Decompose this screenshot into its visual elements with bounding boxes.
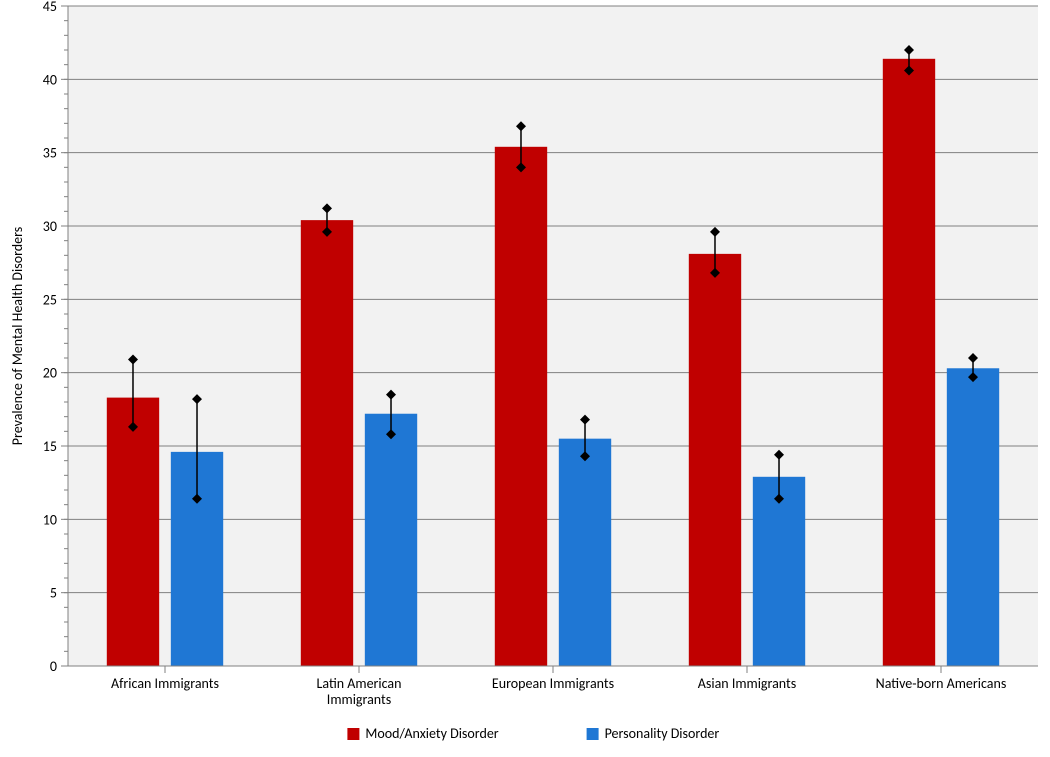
x-tick-label: Latin American xyxy=(317,675,402,692)
y-tick-label: 15 xyxy=(43,438,57,455)
y-tick-label: 5 xyxy=(50,585,57,602)
bar xyxy=(559,439,611,666)
bar xyxy=(301,220,353,666)
x-tick-label: European Immigrants xyxy=(492,675,614,692)
legend-swatch xyxy=(347,728,359,740)
y-tick-label: 35 xyxy=(43,145,57,162)
bar xyxy=(365,414,417,666)
bar xyxy=(753,477,805,666)
y-tick-label: 20 xyxy=(43,365,57,382)
x-tick-label: Native-born Americans xyxy=(876,675,1007,692)
y-tick-label: 45 xyxy=(43,0,57,15)
legend-label: Personality Disorder xyxy=(605,725,720,742)
legend-label: Mood/Anxiety Disorder xyxy=(365,725,498,742)
y-tick-label: 40 xyxy=(43,71,57,88)
y-axis-label: Prevalence of Mental Health Disorders xyxy=(9,227,26,445)
y-tick-label: 10 xyxy=(43,511,57,528)
y-tick-label: 25 xyxy=(43,291,57,308)
x-tick-label: African Immigrants xyxy=(111,675,219,692)
bar xyxy=(883,59,935,666)
bar xyxy=(689,254,741,666)
bar xyxy=(107,398,159,666)
chart-container: { "chart": { "type": "bar-grouped-with-e… xyxy=(0,0,1050,757)
bar xyxy=(495,147,547,666)
y-tick-label: 30 xyxy=(43,218,57,235)
x-tick-label: Immigrants xyxy=(327,691,391,708)
x-tick-label: Asian Immigrants xyxy=(698,675,796,692)
bar xyxy=(947,368,999,666)
chart-svg: 0 5 10 15 20 25 30 35 40 45 Prevalence of Mental H… xyxy=(0,0,1050,757)
y-tick-label: 0 xyxy=(50,658,57,675)
legend-swatch xyxy=(587,728,599,740)
